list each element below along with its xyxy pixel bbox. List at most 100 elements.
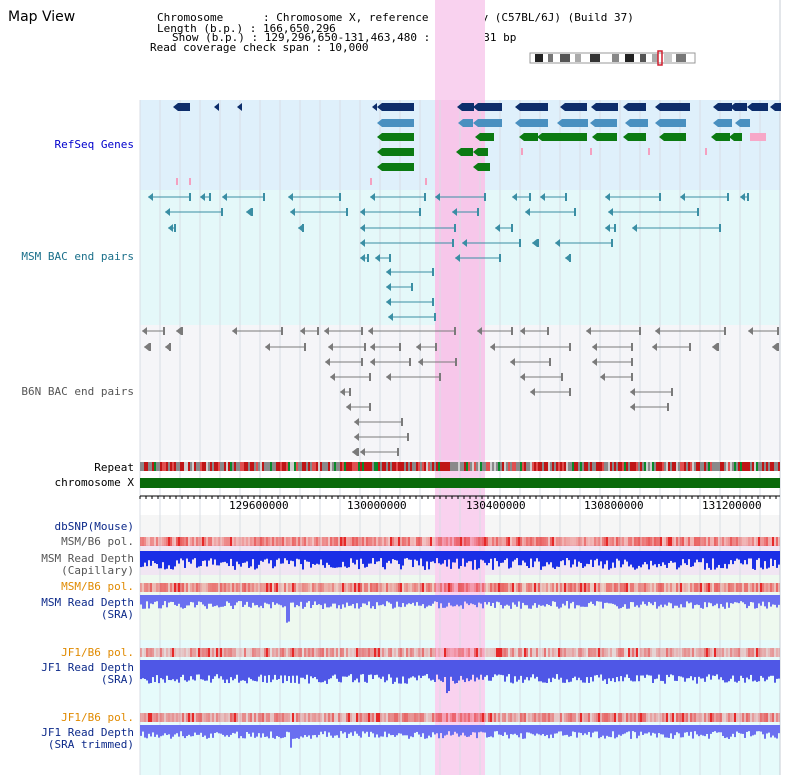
depth-bar <box>582 725 584 736</box>
pol-cell <box>388 648 390 657</box>
track-label-b6n-bac[interactable]: B6N BAC end pairs <box>21 385 134 398</box>
pol-cell <box>340 648 342 657</box>
depth-bar <box>192 551 194 560</box>
repeat-segment <box>156 462 158 471</box>
track-label-jf1-depth-trim[interactable]: JF1 Read Depth <box>41 726 134 739</box>
repeat-segment <box>478 462 480 471</box>
depth-bar <box>516 595 518 607</box>
pol-cell <box>714 648 716 657</box>
depth-bar <box>198 725 200 735</box>
track-label-msm-bac[interactable]: MSM BAC end pairs <box>21 250 134 263</box>
pol-cell <box>404 583 406 592</box>
gene-arrow <box>473 119 478 127</box>
depth-bar <box>754 551 756 570</box>
repeat-segment <box>290 462 292 471</box>
pol-cell <box>264 537 266 546</box>
depth-bar <box>302 551 304 570</box>
depth-bar <box>462 725 464 733</box>
depth-bar <box>724 595 726 609</box>
track-label-jf1-depth-sra[interactable]: JF1 Read Depth <box>41 661 134 674</box>
pol-cell <box>660 648 662 657</box>
pol-cell <box>308 537 310 546</box>
pol-cell <box>554 648 556 657</box>
depth-bar <box>464 551 466 567</box>
pol-cell <box>276 537 278 546</box>
bac-end <box>772 343 777 351</box>
depth-bar <box>732 595 734 604</box>
repeat-segment <box>302 462 304 471</box>
depth-bar <box>538 725 540 735</box>
depth-bar <box>592 725 594 733</box>
bac-end <box>168 224 173 232</box>
depth-bar <box>662 551 664 563</box>
pol-cell <box>742 648 744 657</box>
track-label-msm-depth-cap-sub: (Capillary) <box>61 564 134 577</box>
pol-cell <box>582 537 584 546</box>
repeat-segment <box>380 462 382 471</box>
track-label-jf1-b6-pol-trim[interactable]: JF1/B6 pol. <box>61 711 134 724</box>
depth-bar <box>208 595 210 604</box>
track-label-msm-depth-cap[interactable]: MSM Read Depth <box>41 552 134 565</box>
pol-cell <box>632 713 634 722</box>
depth-bar <box>172 660 174 680</box>
pol-cell <box>214 583 216 592</box>
pol-cell <box>458 713 460 722</box>
depth-bar <box>266 595 268 604</box>
depth-bar <box>748 551 750 559</box>
track-label-msm-b6-pol[interactable]: MSM/B6 pol. <box>61 535 134 548</box>
depth-bar <box>728 725 730 739</box>
depth-bar <box>632 660 634 682</box>
depth-bar <box>512 595 514 603</box>
track-label-msm-b6-pol-sra[interactable]: MSM/B6 pol. <box>61 580 134 593</box>
depth-bar <box>578 660 580 678</box>
depth-bar <box>250 725 252 737</box>
depth-bar <box>412 725 414 738</box>
depth-bar <box>360 725 362 738</box>
pol-cell <box>294 648 296 657</box>
depth-bar <box>348 725 350 734</box>
depth-bar <box>698 660 700 677</box>
repeat-segment <box>328 462 330 471</box>
pol-cell <box>658 713 660 722</box>
depth-bar <box>286 551 288 561</box>
repeat-segment <box>384 462 386 471</box>
pol-cell <box>502 583 504 592</box>
pol-cell <box>712 713 714 722</box>
pol-cell <box>320 537 322 546</box>
track-label-jf1-b6-pol[interactable]: JF1/B6 pol. <box>61 646 134 659</box>
depth-bar <box>342 725 344 734</box>
depth-bar <box>268 725 270 739</box>
depth-bar <box>644 551 646 563</box>
pol-cell <box>230 583 232 592</box>
depth-bar <box>254 595 256 606</box>
depth-bar <box>212 725 214 738</box>
depth-bar <box>702 595 704 609</box>
pol-cell <box>342 648 344 657</box>
pol-cell <box>708 583 710 592</box>
depth-bar <box>298 595 300 607</box>
track-label-dbsnp[interactable]: dbSNP(Mouse) <box>54 520 134 533</box>
depth-bar <box>228 725 230 737</box>
pol-cell <box>140 713 142 722</box>
depth-bar <box>538 660 540 682</box>
depth-bar <box>722 660 724 681</box>
depth-bar <box>584 660 586 683</box>
track-label-refseq[interactable]: RefSeq Genes <box>54 138 134 151</box>
gene-feature <box>735 103 747 111</box>
pol-cell <box>712 648 714 657</box>
depth-bar <box>650 725 652 736</box>
track-label-msm-depth-sra[interactable]: MSM Read Depth <box>41 596 134 609</box>
pol-cell <box>688 648 690 657</box>
repeat-segment <box>276 462 278 471</box>
pol-cell <box>700 648 702 657</box>
depth-bar <box>546 660 548 683</box>
depth-bar <box>478 660 480 680</box>
repeat-segment <box>558 462 560 471</box>
pol-cell <box>678 583 680 592</box>
pol-cell <box>544 537 546 546</box>
depth-bar <box>708 725 710 739</box>
pol-cell <box>570 648 572 657</box>
coverage-span-info: Read coverage check span : 10,000 <box>150 41 369 54</box>
pol-cell <box>256 537 258 546</box>
